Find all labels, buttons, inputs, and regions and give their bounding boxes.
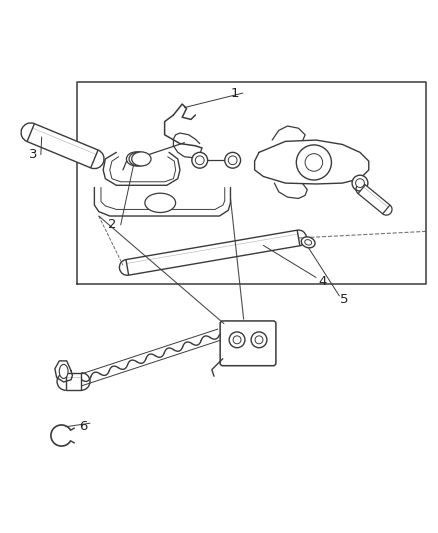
Polygon shape — [66, 373, 81, 390]
Ellipse shape — [59, 365, 68, 378]
Polygon shape — [126, 230, 299, 275]
Text: 6: 6 — [79, 420, 88, 433]
Text: 1: 1 — [230, 86, 239, 100]
Text: 3: 3 — [28, 148, 37, 161]
Ellipse shape — [351, 175, 367, 191]
Text: 2: 2 — [107, 219, 116, 231]
Ellipse shape — [296, 145, 331, 180]
Ellipse shape — [254, 336, 262, 344]
Ellipse shape — [355, 179, 364, 188]
Ellipse shape — [300, 237, 314, 248]
Polygon shape — [357, 185, 389, 214]
Ellipse shape — [131, 152, 151, 166]
Ellipse shape — [195, 156, 204, 165]
Ellipse shape — [191, 152, 207, 168]
Text: 4: 4 — [318, 276, 326, 288]
Ellipse shape — [233, 336, 240, 344]
Ellipse shape — [228, 156, 237, 165]
Ellipse shape — [145, 193, 175, 213]
Text: 5: 5 — [339, 293, 348, 306]
Ellipse shape — [129, 152, 148, 166]
Ellipse shape — [229, 332, 244, 348]
FancyBboxPatch shape — [219, 321, 275, 366]
Ellipse shape — [126, 152, 145, 166]
Ellipse shape — [251, 332, 266, 348]
Ellipse shape — [304, 240, 311, 245]
Ellipse shape — [304, 154, 322, 171]
Polygon shape — [27, 124, 98, 168]
Ellipse shape — [224, 152, 240, 168]
